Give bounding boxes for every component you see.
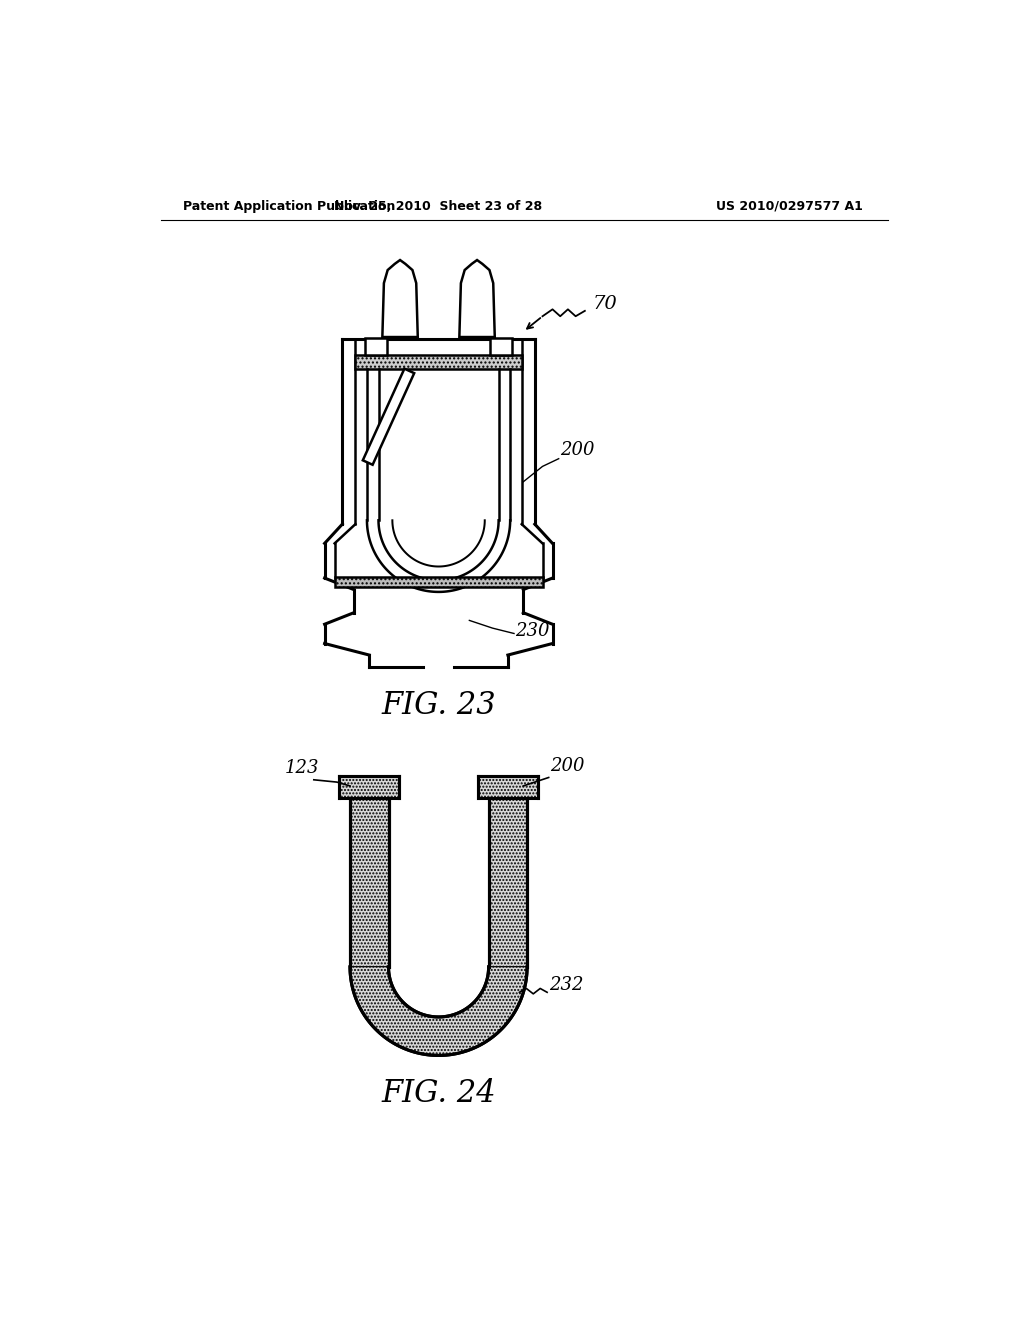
Text: FIG. 24: FIG. 24: [381, 1078, 496, 1109]
Bar: [490, 338, 512, 355]
Bar: [488, 797, 527, 966]
Text: 123: 123: [285, 759, 319, 777]
Bar: [335, 577, 543, 587]
Text: 200: 200: [550, 756, 585, 775]
Bar: [366, 338, 387, 355]
Text: Patent Application Publication: Patent Application Publication: [183, 199, 395, 213]
Bar: [478, 776, 538, 797]
Text: 200: 200: [560, 441, 595, 459]
Text: 232: 232: [549, 975, 584, 994]
Bar: [339, 776, 399, 797]
Polygon shape: [350, 966, 527, 1056]
Text: Nov. 25, 2010  Sheet 23 of 28: Nov. 25, 2010 Sheet 23 of 28: [335, 199, 543, 213]
Text: 70: 70: [593, 294, 617, 313]
Text: US 2010/0297577 A1: US 2010/0297577 A1: [716, 199, 862, 213]
Polygon shape: [362, 368, 415, 465]
Text: 230: 230: [515, 622, 550, 640]
Text: FIG. 23: FIG. 23: [381, 689, 496, 721]
Bar: [355, 355, 521, 368]
Bar: [350, 797, 388, 966]
